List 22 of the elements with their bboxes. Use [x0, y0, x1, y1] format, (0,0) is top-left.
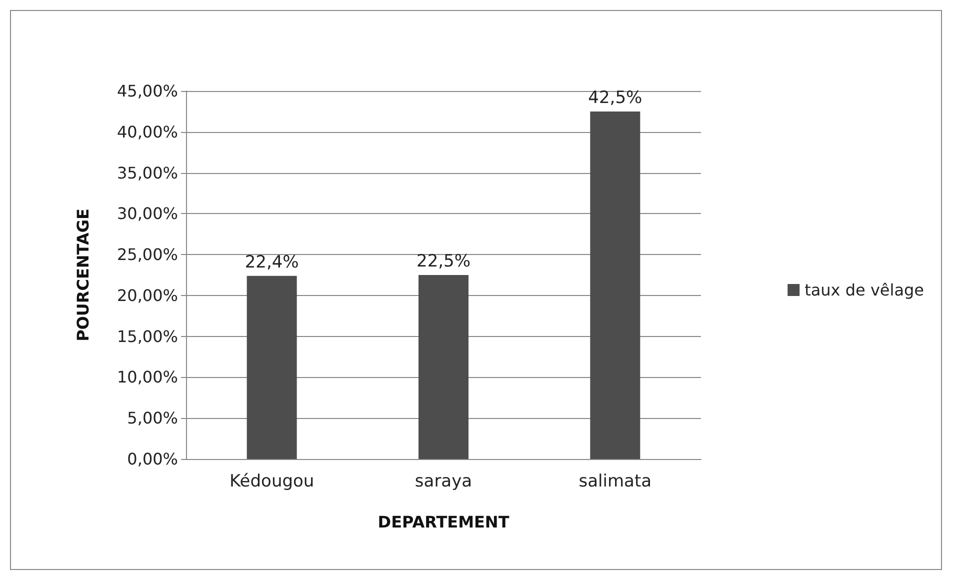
- y-tick-label: 40,00%: [116, 122, 178, 142]
- y-tick-label: 5,00%: [127, 408, 178, 428]
- data-label: 22,4%: [244, 252, 299, 272]
- x-tick-label: Kédougou: [229, 472, 314, 492]
- y-tick-label: 15,00%: [116, 326, 178, 346]
- legend-label: taux de vêlage: [804, 280, 924, 300]
- bar: [246, 276, 297, 459]
- x-tick-label: saraya: [414, 472, 472, 492]
- data-label: 22,5%: [416, 252, 471, 272]
- bar: [418, 275, 468, 459]
- y-tick-label: 30,00%: [116, 204, 178, 224]
- bar: [590, 111, 640, 459]
- y-tick-label: 45,00%: [116, 82, 178, 100]
- y-tick-label: 25,00%: [116, 245, 178, 264]
- x-tick-label: salimata: [578, 472, 652, 492]
- x-axis-title: DEPARTEMENT: [378, 512, 510, 532]
- data-label: 42,5%: [588, 88, 642, 108]
- y-tick-label: 10,00%: [116, 368, 178, 387]
- y-tick-label: 0,00%: [127, 450, 178, 468]
- y-axis-title: POURCENTAGE: [74, 208, 92, 342]
- y-tick-label: 35,00%: [116, 163, 178, 182]
- y-tick-label: 20,00%: [116, 286, 178, 305]
